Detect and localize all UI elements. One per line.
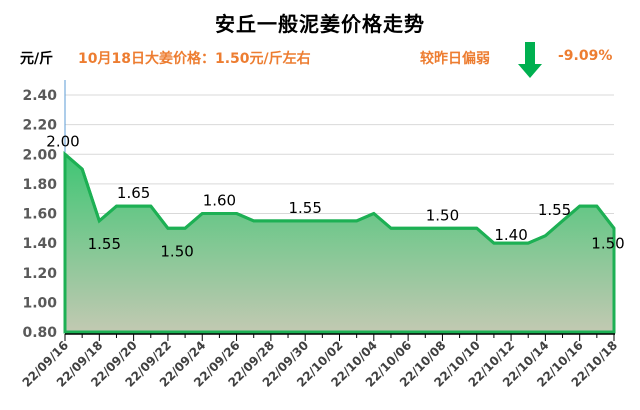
data-label: 1.50 [160, 242, 193, 260]
price-line [64, 153, 616, 245]
y-tick-label: 2.00 [22, 147, 57, 163]
price-note: 10月18日大姜价格：1.50元/斤左右 [78, 51, 311, 67]
data-label: 1.65 [117, 184, 150, 202]
change-percent: -9.09% [558, 48, 613, 64]
data-label: 1.55 [88, 235, 121, 253]
y-tick-label: 1.20 [22, 266, 57, 282]
y-tick-label: 0.80 [22, 325, 57, 341]
data-label: 1.55 [538, 201, 571, 219]
unit-label: 元/斤 [20, 51, 54, 67]
y-axis: 2.40 2.20 2.00 1.80 1.60 1.40 1.20 1.00 0.80 [22, 80, 66, 341]
y-tick-label: 2.40 [22, 88, 57, 104]
y-tick-label: 1.80 [22, 177, 57, 193]
compare-label: 较昨日偏弱 [420, 51, 490, 67]
y-tick-label: 1.00 [22, 295, 57, 311]
data-label: 1.40 [494, 226, 527, 244]
data-label: 2.00 [46, 132, 79, 150]
y-tick-label: 1.60 [22, 207, 57, 223]
y-tick-label: 1.40 [22, 236, 57, 252]
data-label: 1.50 [426, 206, 459, 224]
down-arrow-icon [518, 42, 542, 78]
data-label: 1.55 [288, 199, 321, 217]
data-labels: 2.00 1.55 1.65 1.50 1.60 1.55 1.50 1.40 1.55 1.50 [46, 132, 624, 260]
chart-title: 安丘一般泥姜价格走势 [215, 12, 425, 36]
y-tick-label: 2.20 [22, 118, 57, 134]
x-axis: 22/09/1622/09/1822/09/2022/09/2222/09/24… [20, 333, 620, 390]
data-label: 1.50 [591, 234, 624, 252]
data-label: 1.60 [203, 192, 236, 210]
